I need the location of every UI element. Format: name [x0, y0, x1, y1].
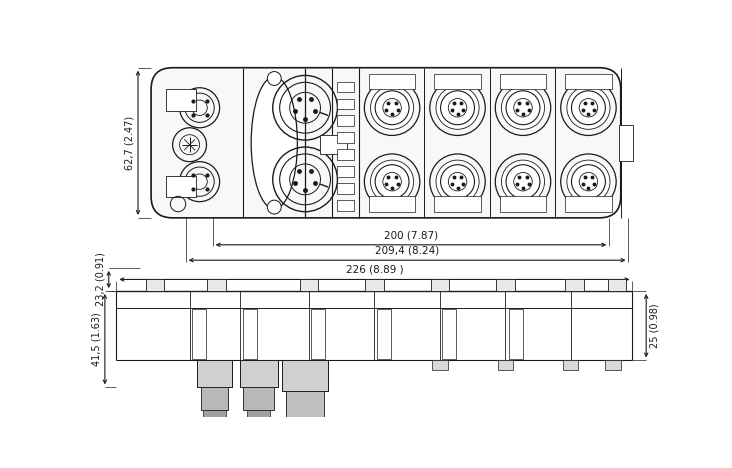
Bar — [311, 309, 325, 359]
Circle shape — [370, 86, 414, 129]
FancyBboxPatch shape — [151, 68, 621, 218]
Circle shape — [567, 160, 610, 203]
Bar — [207, 279, 225, 291]
Bar — [244, 309, 258, 359]
Bar — [282, 360, 328, 391]
Bar — [203, 410, 225, 426]
Text: 62,7 (2.47): 62,7 (2.47) — [125, 116, 135, 170]
Bar — [146, 279, 164, 291]
Bar — [192, 309, 206, 359]
Bar — [500, 74, 546, 89]
Circle shape — [501, 86, 545, 129]
Bar — [337, 183, 354, 194]
Bar — [198, 360, 232, 387]
Text: 41,5 (1.63): 41,5 (1.63) — [92, 312, 102, 366]
Bar — [509, 309, 523, 359]
Text: 226 (8.89 ): 226 (8.89 ) — [346, 265, 403, 275]
Bar — [442, 309, 456, 359]
Bar — [608, 279, 626, 291]
Circle shape — [267, 200, 281, 214]
Bar — [337, 200, 354, 211]
Circle shape — [267, 72, 281, 86]
Bar — [377, 309, 391, 359]
Text: 200 (7.87): 200 (7.87) — [384, 230, 438, 240]
Bar — [337, 149, 354, 160]
Bar — [285, 391, 324, 422]
Bar — [565, 74, 611, 89]
Bar — [434, 196, 481, 212]
Circle shape — [436, 160, 479, 203]
Bar — [498, 360, 513, 370]
Bar — [500, 196, 546, 212]
Bar — [337, 81, 354, 92]
Circle shape — [567, 86, 610, 129]
Bar — [369, 74, 415, 89]
Bar — [619, 125, 633, 161]
Bar — [337, 98, 354, 110]
Bar — [321, 135, 348, 154]
Bar — [337, 166, 354, 177]
Circle shape — [370, 160, 414, 203]
Bar — [434, 74, 481, 89]
Bar — [166, 176, 195, 197]
Text: 25 (0.98): 25 (0.98) — [649, 303, 660, 348]
Bar — [565, 279, 584, 291]
Bar — [563, 360, 578, 370]
Bar — [365, 279, 384, 291]
Bar — [166, 89, 195, 111]
Circle shape — [436, 86, 479, 129]
Bar — [201, 387, 228, 410]
Bar — [432, 360, 447, 370]
Bar — [430, 279, 449, 291]
Bar — [337, 116, 354, 126]
Bar — [337, 132, 354, 143]
Bar — [565, 196, 611, 212]
Text: 209,4 (8.24): 209,4 (8.24) — [375, 246, 439, 256]
Bar — [496, 279, 515, 291]
Bar — [244, 387, 274, 410]
Bar — [299, 279, 318, 291]
Bar — [247, 410, 270, 430]
Circle shape — [501, 160, 545, 203]
Bar — [369, 196, 415, 212]
Bar — [239, 360, 278, 387]
Text: 23,2 (0.91): 23,2 (0.91) — [96, 253, 105, 307]
Bar — [605, 360, 621, 370]
Ellipse shape — [251, 77, 297, 209]
